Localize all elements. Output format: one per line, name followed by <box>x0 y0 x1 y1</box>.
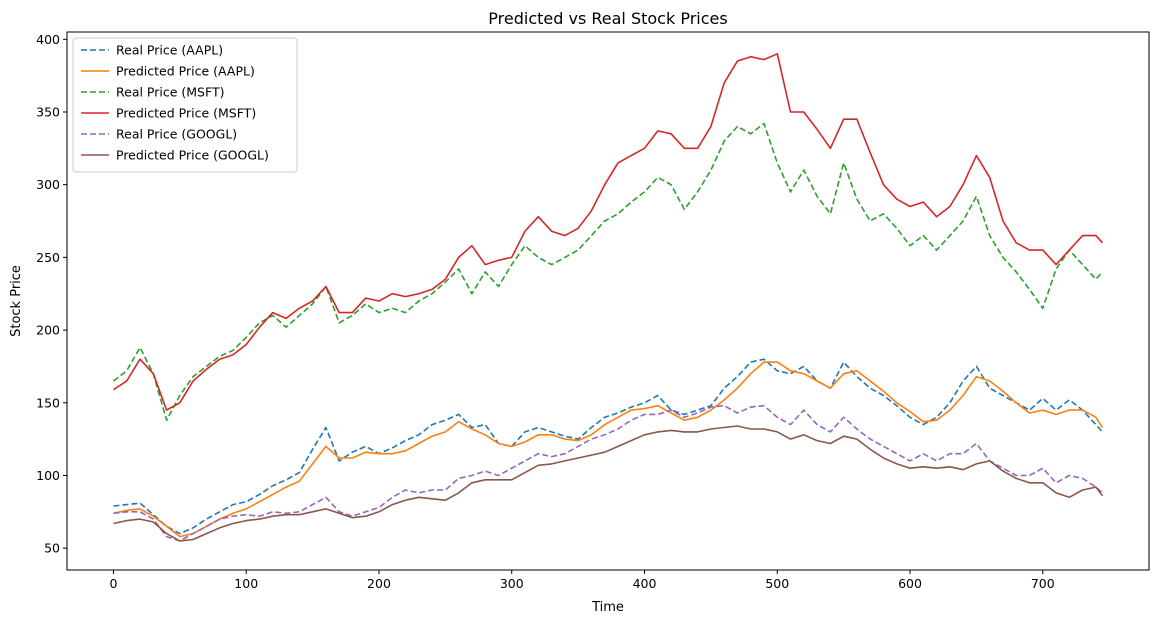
plot-area <box>113 52 1104 542</box>
legend-label: Predicted Price (AAPL) <box>116 64 255 79</box>
series-line-2 <box>113 122 1104 422</box>
legend-label: Real Price (AAPL) <box>116 43 223 58</box>
y-axis: 50 100 150 200 250 300 350 400 <box>36 32 67 556</box>
legend: Real Price (AAPL) Predicted Price (AAPL) R… <box>72 37 298 173</box>
y-tick-label: 150 <box>36 395 60 410</box>
x-tick-label: 500 <box>765 576 789 591</box>
x-tick-label: 400 <box>633 576 657 591</box>
y-tick-label: 50 <box>44 541 60 556</box>
y-tick-label: 300 <box>36 177 60 192</box>
series-line-5 <box>113 425 1104 542</box>
x-tick-label: 700 <box>1031 576 1055 591</box>
y-tick-label: 250 <box>36 250 60 265</box>
y-axis-title: Stock Price <box>9 265 24 337</box>
y-tick-label: 100 <box>36 468 60 483</box>
chart-title: Predicted vs Real Stock Prices <box>488 9 727 28</box>
x-tick-label: 200 <box>367 576 391 591</box>
plot-frame <box>66 31 1150 571</box>
series-line-4 <box>113 404 1104 542</box>
x-tick-label: 0 <box>109 576 117 591</box>
x-tick-label: 300 <box>500 576 524 591</box>
y-tick-label: 200 <box>36 323 60 338</box>
legend-box <box>72 37 298 173</box>
series-line-0 <box>113 358 1104 535</box>
y-tick-label: 400 <box>36 32 60 47</box>
legend-label: Predicted Price (GOOGL) <box>116 148 269 163</box>
series-line-3 <box>113 52 1104 411</box>
x-axis-title: Time <box>591 600 624 615</box>
series-line-1 <box>113 361 1104 538</box>
legend-label: Real Price (MSFT) <box>116 85 224 100</box>
x-axis: 0 100 200 300 400 500 600 700 <box>109 570 1055 591</box>
x-tick-label: 600 <box>898 576 922 591</box>
legend-label: Predicted Price (MSFT) <box>116 106 256 121</box>
y-tick-label: 350 <box>36 104 60 119</box>
x-tick-label: 100 <box>234 576 258 591</box>
legend-label: Real Price (GOOGL) <box>116 127 237 142</box>
